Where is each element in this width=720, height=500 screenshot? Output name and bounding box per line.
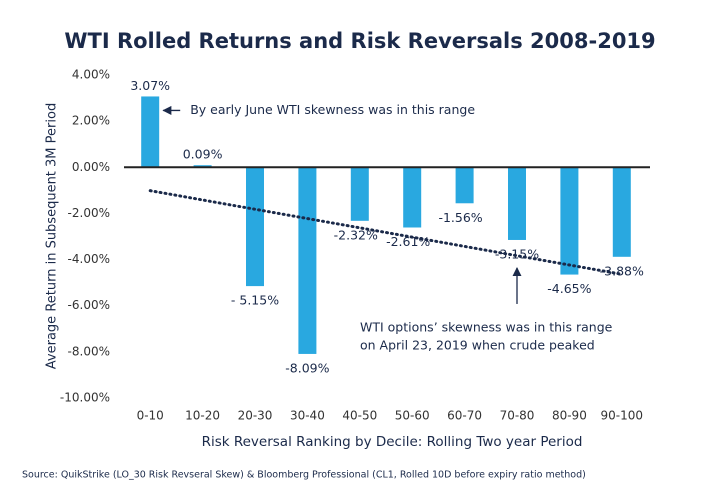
y-tick-label: -2.00% xyxy=(68,206,110,220)
value-label: -3.88% xyxy=(600,263,644,278)
y-tick-label: -8.00% xyxy=(68,344,110,358)
bar xyxy=(246,167,264,287)
bar xyxy=(298,167,317,354)
x-tick-label: 70-80 xyxy=(500,409,535,423)
x-tick-label: 20-30 xyxy=(238,409,273,423)
y-tick-label: 0.00% xyxy=(72,160,110,174)
x-tick-label: 30-40 xyxy=(290,409,325,423)
x-tick-label: 10-20 xyxy=(185,409,220,423)
bar xyxy=(455,167,474,204)
annotation: By early June WTI skewness was in this r… xyxy=(190,102,475,117)
bar xyxy=(141,96,160,168)
bar xyxy=(193,165,212,168)
bar xyxy=(403,167,422,228)
trend-line xyxy=(148,189,624,276)
value-label: 3.07% xyxy=(130,78,170,93)
value-label: -1.56% xyxy=(438,210,482,225)
value-label: -4.65% xyxy=(547,281,591,296)
x-tick-label: 50-60 xyxy=(395,409,430,423)
x-tick-label: 60-70 xyxy=(447,409,482,423)
y-tick-label: 4.00% xyxy=(72,68,110,82)
value-label: -2.32% xyxy=(334,227,378,242)
y-tick-label: -4.00% xyxy=(68,252,110,266)
bar xyxy=(560,167,579,275)
source: Source: QuikStrike (LO_30 Risk Revseral … xyxy=(22,470,586,481)
y-axis-label: Average Return in Subsequent 3M Period xyxy=(45,103,60,369)
chart-title: WTI Rolled Returns and Risk Reversals 20… xyxy=(64,29,655,53)
annotation: on April 23, 2019 when crude peaked xyxy=(360,338,595,353)
x-tick-label: 80-90 xyxy=(552,409,587,423)
x-tick-label: 90-100 xyxy=(601,409,644,423)
x-axis-label: Risk Reversal Ranking by Decile: Rolling… xyxy=(202,434,583,450)
value-label: 0.09% xyxy=(183,147,223,162)
y-tick-label: -6.00% xyxy=(68,298,110,312)
x-tick-label: 0-10 xyxy=(137,409,164,423)
bar xyxy=(612,167,631,257)
annotation: WTI options’ skewness was in this range xyxy=(360,320,613,335)
y-tick-label: 2.00% xyxy=(72,114,110,128)
value-label: - 5.15% xyxy=(231,293,279,308)
value-label: -8.09% xyxy=(285,360,329,375)
value-label: -2.61% xyxy=(386,234,430,249)
y-tick-label: -10.00% xyxy=(60,391,110,405)
bar xyxy=(508,167,526,240)
bar xyxy=(350,167,369,221)
x-tick-label: 40-50 xyxy=(342,409,377,423)
